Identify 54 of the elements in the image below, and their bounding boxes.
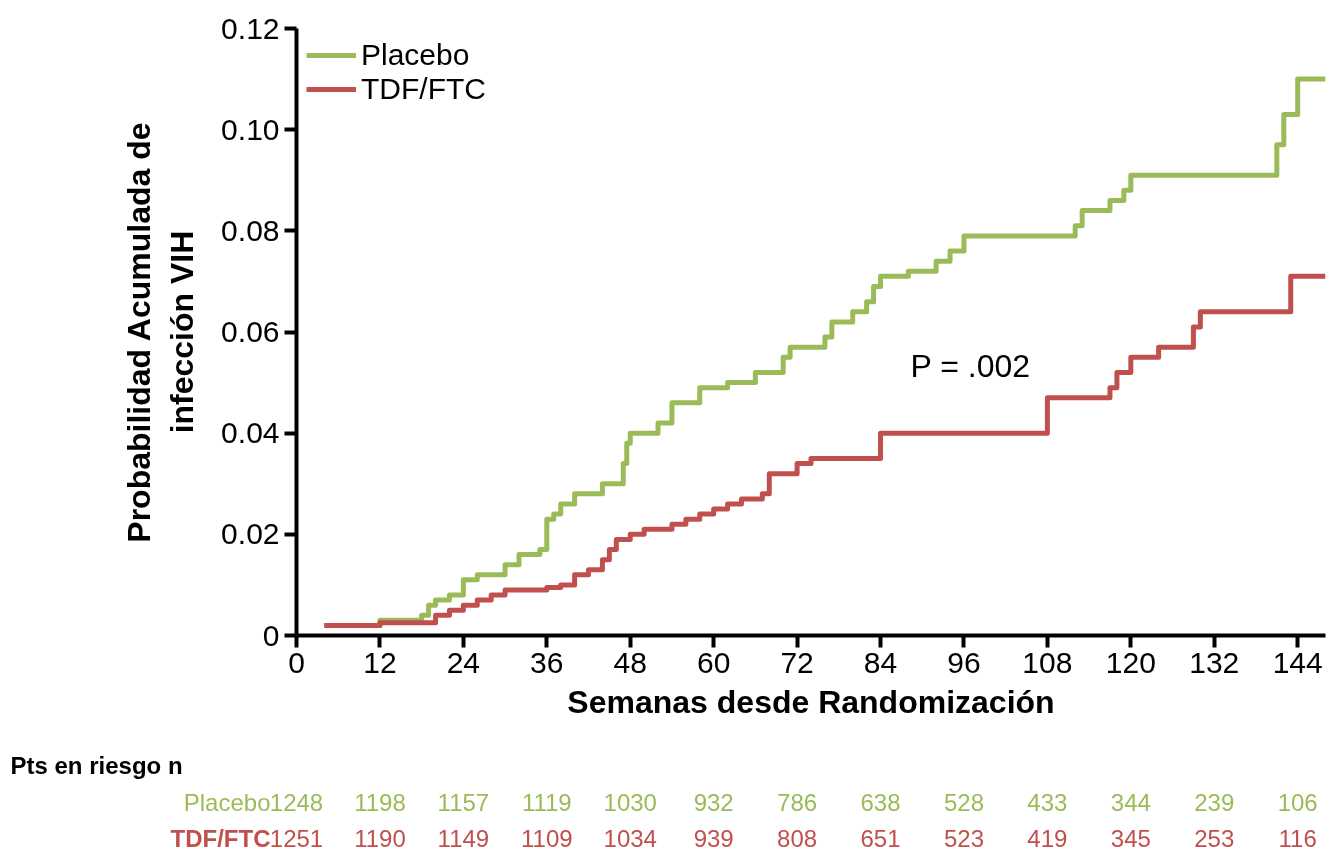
y-tick-label: 0.06 — [221, 315, 280, 348]
text: 1251 — [269, 825, 324, 852]
text: 528 — [943, 789, 984, 816]
text: 786 — [777, 789, 818, 816]
text: 344 — [1110, 789, 1151, 816]
x-axis-title: Semanas desde Randomización — [567, 683, 1055, 720]
text: 1109 — [520, 825, 573, 852]
text: 1034 — [603, 825, 657, 852]
text: 116 — [1278, 825, 1317, 852]
text: 638 — [860, 789, 901, 816]
text: 239 — [1194, 789, 1235, 816]
x-tick-label: 0 — [288, 645, 305, 679]
text: TDF/FTC — [170, 825, 271, 852]
text: 433 — [1027, 789, 1068, 816]
annotation: P = .002 — [910, 347, 1031, 384]
text: 939 — [693, 825, 734, 852]
x-tick-label: 132 — [1189, 645, 1240, 679]
legend-label: TDF/FTC — [361, 72, 486, 106]
text: 1149 — [437, 825, 490, 852]
text: 808 — [777, 825, 818, 852]
x-tick-label: 24 — [446, 645, 481, 679]
text: 345 — [1110, 825, 1151, 852]
legend-label: Placebo — [361, 38, 470, 72]
y-axis-title: Probabilidad Acumulada de infección VIH — [120, 122, 201, 543]
y-tick-label: 0.10 — [221, 112, 280, 146]
text: 253 — [1194, 825, 1235, 852]
text: 651 — [860, 825, 901, 852]
text: 1190 — [354, 825, 406, 852]
text: 1198 — [354, 789, 406, 816]
x-tick-label: 96 — [947, 645, 981, 679]
x-tick-label: 72 — [780, 645, 814, 679]
y-tick-label: 0.08 — [221, 213, 280, 247]
y-tick-label: 0 — [262, 618, 280, 652]
x-tick-label: 84 — [863, 645, 898, 679]
y-tick-label: 0.04 — [221, 416, 280, 450]
y-tick-label: 0.12 — [221, 11, 280, 45]
x-tick-label: 108 — [1022, 645, 1073, 679]
text: 523 — [943, 825, 984, 852]
text: 932 — [693, 789, 734, 816]
x-tick-label: 60 — [696, 645, 731, 679]
text: 1248 — [269, 789, 324, 816]
text: 1030 — [603, 789, 657, 816]
text: 1119 — [521, 789, 572, 816]
x-tick-label: 12 — [363, 645, 397, 679]
text: Placebo — [183, 789, 271, 816]
y-tick-label: 0.02 — [221, 517, 280, 551]
text: 419 — [1027, 825, 1068, 852]
x-tick-label: 144 — [1272, 645, 1323, 679]
text: 1157 — [437, 789, 490, 816]
text: 106 — [1277, 789, 1318, 816]
x-tick-label: 120 — [1105, 645, 1156, 679]
x-tick-label: 48 — [613, 645, 647, 679]
text: Pts en riesgo n — [10, 752, 183, 779]
x-tick-label: 36 — [530, 645, 564, 679]
